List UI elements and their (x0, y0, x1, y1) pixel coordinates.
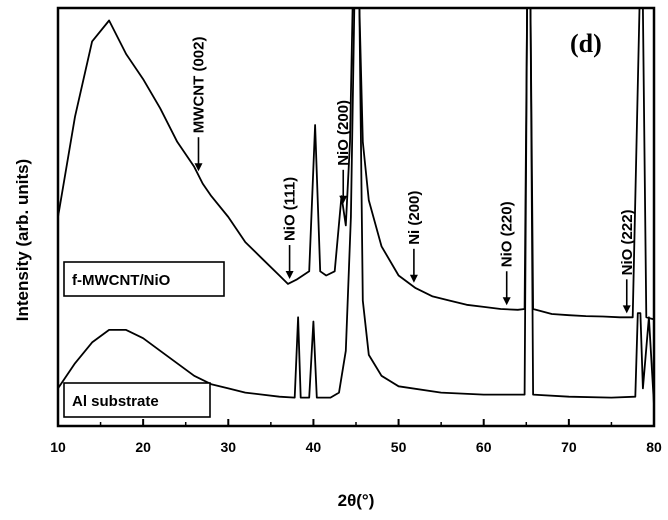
x-tick-label: 80 (646, 439, 662, 455)
peak-label: NiO (220) (499, 201, 516, 267)
series-line-al-substrate (57, 7, 655, 406)
peak-arrow-head (502, 297, 511, 306)
legend-label: f-MWCNT/NiO (72, 272, 171, 289)
plot-frame (56, 6, 656, 428)
legend-box (63, 382, 211, 418)
peak-arrow-head (622, 305, 631, 314)
x-tick-label: 30 (220, 439, 236, 455)
legend-box (63, 261, 225, 297)
peak-label: NiO (222) (619, 209, 636, 275)
x-axis-ticks: 10 20 30 40 50 60 70 80 (50, 419, 662, 455)
peak-arrow-head (285, 271, 294, 280)
x-axis-title: 2θ(°) (338, 491, 375, 510)
x-tick-label: 60 (476, 439, 492, 455)
x-tick-label: 70 (561, 439, 577, 455)
traces-layer (57, 7, 655, 406)
peak-annotations-layer: MWCNT (002) NiO (111) NiO (200) Ni (200) NiO… (190, 37, 636, 314)
legend-label: Al substrate (72, 393, 159, 410)
y-axis-title: Intensity (arb. units) (13, 159, 32, 321)
peak-arrow-head (339, 195, 348, 204)
x-tick-label: 40 (306, 439, 322, 455)
peak-arrow-head (409, 274, 418, 283)
peak-label: Ni (200) (406, 191, 423, 245)
panel-label: (d) (570, 29, 602, 58)
x-tick-label: 20 (135, 439, 151, 455)
peak-label: NiO (200) (335, 100, 352, 166)
peak-label: MWCNT (002) (190, 37, 207, 134)
x-tick-label: 50 (391, 439, 407, 455)
peak-arrow-head (194, 163, 203, 172)
x-tick-label: 10 (50, 439, 66, 455)
peak-label: NiO (111) (282, 177, 299, 241)
legend-boxes-layer: f-MWCNT/NiO Al substrate (63, 261, 225, 418)
